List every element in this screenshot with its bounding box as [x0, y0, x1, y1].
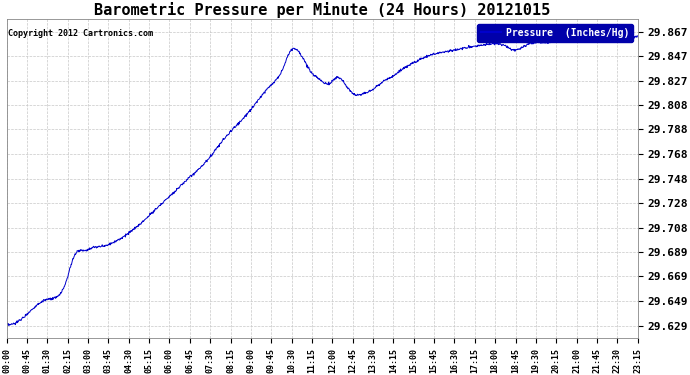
Legend: Pressure  (Inches/Hg): Pressure (Inches/Hg) — [477, 24, 633, 42]
Text: Copyright 2012 Cartronics.com: Copyright 2012 Cartronics.com — [8, 29, 153, 38]
Title: Barometric Pressure per Minute (24 Hours) 20121015: Barometric Pressure per Minute (24 Hours… — [94, 2, 550, 18]
